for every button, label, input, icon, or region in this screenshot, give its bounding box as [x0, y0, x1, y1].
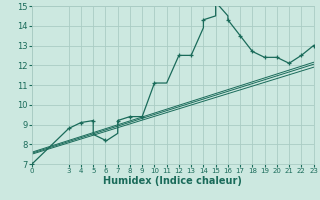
X-axis label: Humidex (Indice chaleur): Humidex (Indice chaleur) [103, 176, 242, 186]
